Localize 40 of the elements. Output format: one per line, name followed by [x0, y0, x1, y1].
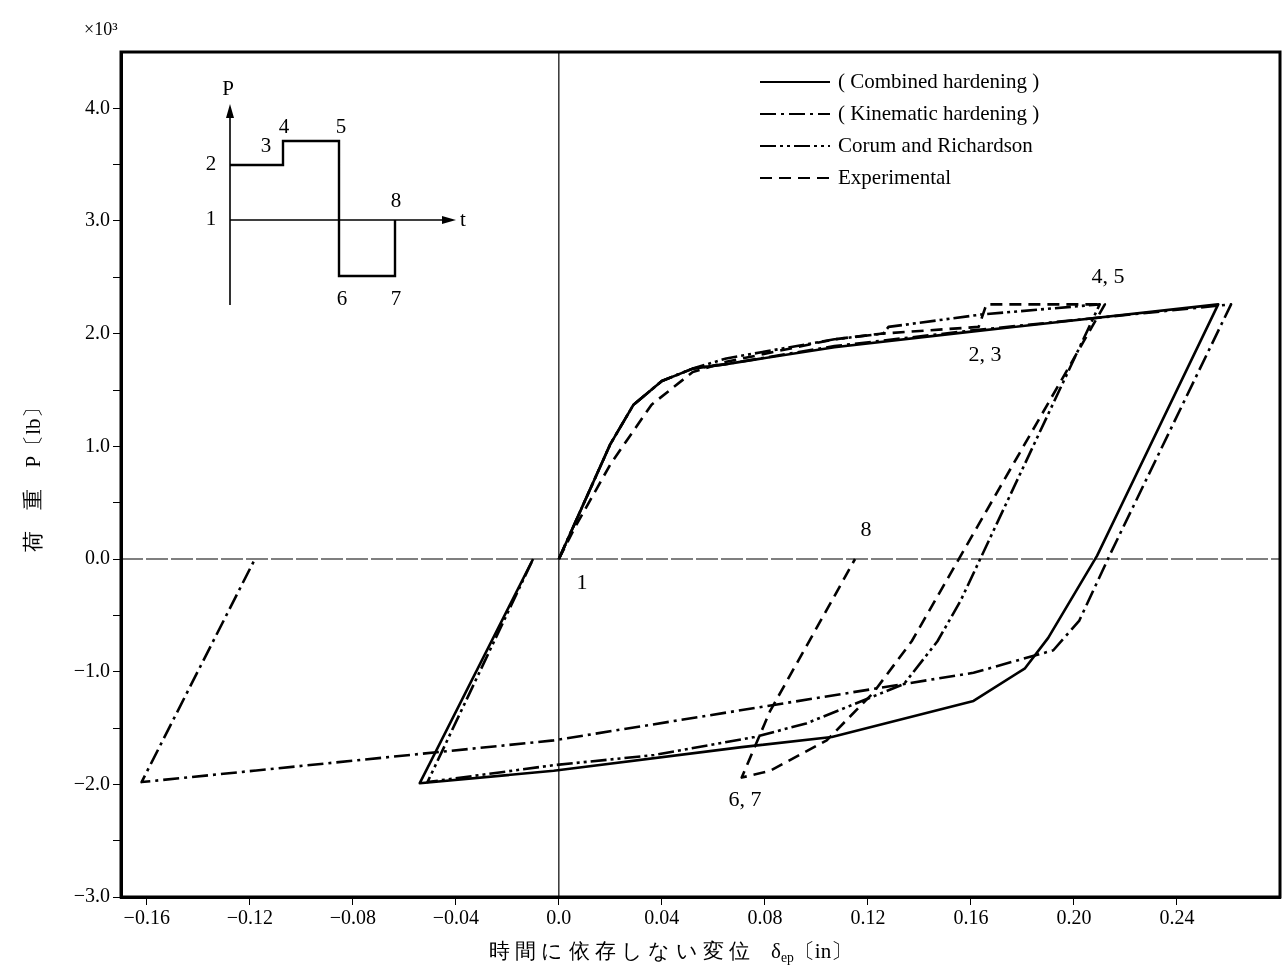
- annotation: 6, 7: [728, 785, 762, 811]
- annotation: P: [222, 75, 234, 100]
- legend-label: Corum and Richardson: [838, 132, 1034, 157]
- x-tick-label: 0.08: [747, 906, 783, 929]
- x-tick-label: 0.04: [644, 906, 680, 929]
- annotation: 8: [860, 515, 872, 541]
- annotation: 8: [390, 187, 402, 212]
- annotation: 1: [576, 568, 588, 594]
- y-tick-label: 1.0: [85, 433, 110, 456]
- annotation: 2: [205, 150, 217, 175]
- legend-label: ( Kinematic hardening ): [838, 100, 1040, 125]
- y-tick-label: 4.0: [85, 95, 110, 118]
- annotation: 5: [335, 113, 347, 138]
- x-tick-label: 0.0: [546, 906, 572, 929]
- x-tick-label: 0.20: [1056, 906, 1092, 929]
- y-axis-title: 荷 重 P〔lb〕: [20, 397, 45, 552]
- y-tick-label: 0.0: [85, 546, 110, 569]
- annotation: 7: [390, 285, 402, 310]
- annotation: t: [460, 206, 467, 231]
- x-tick-label: −0.04: [432, 906, 479, 929]
- y-tick-label: 3.0: [85, 208, 110, 231]
- annotation: 2, 3: [968, 340, 1002, 366]
- legend-label: ( Combined hardening ): [838, 68, 1040, 93]
- x-tick-label: −0.16: [123, 906, 170, 929]
- annotation: 6: [336, 285, 348, 310]
- y-tick-label: −3.0: [73, 884, 110, 907]
- annotation: 4: [278, 113, 290, 138]
- x-tick-label: 0.12: [850, 906, 886, 929]
- legend-label: Experimental: [838, 164, 952, 189]
- text: ×10³: [84, 18, 119, 39]
- y-tick-label: −1.0: [73, 658, 110, 681]
- annotation: 4, 5: [1091, 262, 1125, 288]
- x-tick-label: −0.08: [329, 906, 376, 929]
- annotation: 3: [260, 132, 272, 157]
- y-tick-label: 2.0: [85, 320, 110, 343]
- y-tick-label: −2.0: [73, 771, 110, 794]
- x-tick-label: 0.24: [1159, 906, 1195, 929]
- x-tick-label: −0.12: [226, 906, 273, 929]
- annotation: 1: [205, 205, 217, 230]
- x-tick-label: 0.16: [953, 906, 989, 929]
